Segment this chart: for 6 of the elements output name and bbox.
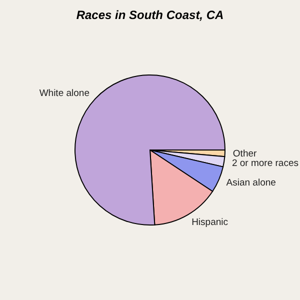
- chart-title: Races in South Coast, CA: [76, 8, 224, 22]
- slice-label: 2 or more races: [232, 158, 299, 169]
- slice-label: White alone: [39, 88, 90, 100]
- slice-label: Hispanic: [192, 216, 228, 228]
- slice-label: Other: [232, 148, 257, 160]
- slice-label: Asian alone: [226, 178, 276, 189]
